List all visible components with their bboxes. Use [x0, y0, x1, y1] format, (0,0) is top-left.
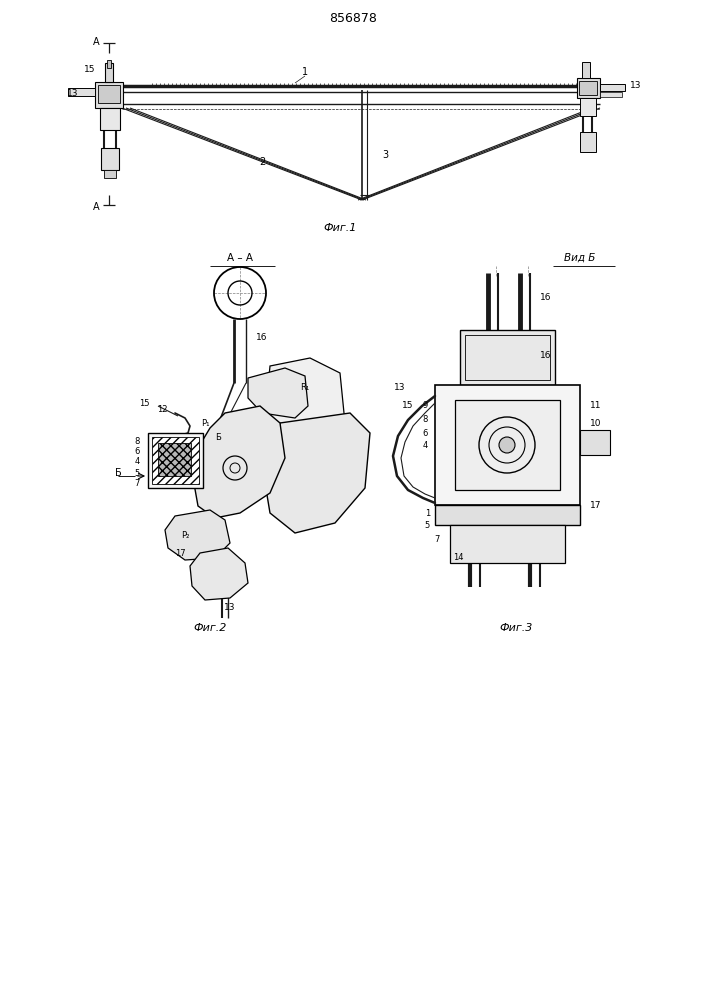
Bar: [577, 78, 600, 98]
Bar: [435, 385, 580, 505]
Bar: [465, 335, 550, 380]
Text: 17: 17: [590, 502, 602, 510]
Text: 6: 6: [423, 428, 428, 438]
Text: 4: 4: [135, 456, 140, 466]
Text: 13: 13: [66, 89, 78, 98]
Polygon shape: [248, 368, 308, 418]
Text: 16: 16: [540, 352, 551, 360]
Polygon shape: [190, 548, 248, 600]
Text: 5: 5: [135, 468, 140, 478]
Bar: [101, 148, 119, 170]
Text: 9: 9: [423, 401, 428, 410]
Text: 13: 13: [630, 82, 641, 91]
Text: 7: 7: [435, 536, 440, 544]
Bar: [104, 170, 116, 178]
Text: 15: 15: [139, 398, 150, 408]
Text: 1: 1: [425, 508, 430, 518]
Bar: [100, 108, 120, 130]
Bar: [435, 505, 580, 525]
Bar: [95, 82, 123, 108]
Text: P₂: P₂: [181, 532, 189, 540]
Bar: [580, 98, 596, 116]
Circle shape: [499, 437, 515, 453]
Text: 13: 13: [394, 383, 405, 392]
Text: P₁: P₁: [201, 418, 209, 428]
Text: 16: 16: [540, 294, 551, 302]
Text: Б: Б: [215, 434, 221, 442]
Text: 3: 3: [382, 150, 388, 160]
Polygon shape: [193, 406, 285, 518]
Bar: [98, 85, 120, 103]
Bar: [600, 92, 622, 97]
Text: Фиг.2: Фиг.2: [193, 623, 227, 633]
Bar: [455, 400, 560, 490]
Bar: [158, 443, 191, 476]
Text: 8: 8: [134, 436, 140, 446]
Text: 15: 15: [402, 401, 413, 410]
Text: 5: 5: [425, 522, 430, 530]
Bar: [105, 63, 113, 82]
Text: Вид Б: Вид Б: [564, 253, 596, 263]
Text: 17: 17: [175, 548, 185, 558]
Text: 15: 15: [83, 66, 95, 75]
Text: 12: 12: [158, 406, 168, 414]
Bar: [580, 132, 596, 152]
Text: 7: 7: [134, 480, 140, 488]
Text: A: A: [93, 37, 99, 47]
Bar: [579, 81, 597, 95]
Polygon shape: [265, 358, 345, 458]
Text: Б: Б: [115, 468, 122, 478]
Text: 2: 2: [259, 157, 265, 167]
Text: 11: 11: [590, 401, 602, 410]
Text: 14: 14: [452, 554, 463, 562]
Bar: [450, 525, 565, 563]
Text: 6: 6: [134, 446, 140, 456]
Text: Фиг.1: Фиг.1: [323, 223, 357, 233]
Text: 1: 1: [302, 67, 308, 77]
Bar: [580, 430, 610, 455]
Bar: [582, 62, 590, 78]
Bar: [68, 88, 95, 96]
Bar: [600, 84, 625, 91]
Text: Фиг.3: Фиг.3: [499, 623, 532, 633]
Text: А – А: А – А: [227, 253, 253, 263]
Bar: [460, 330, 555, 385]
Polygon shape: [165, 510, 230, 560]
Polygon shape: [265, 413, 370, 533]
Bar: [148, 433, 203, 488]
Text: 4: 4: [423, 442, 428, 450]
Bar: [152, 437, 199, 484]
Bar: [107, 60, 111, 68]
Text: A: A: [93, 202, 99, 212]
Text: 16: 16: [256, 334, 267, 342]
Text: 13: 13: [224, 603, 235, 612]
Text: R₁: R₁: [300, 383, 310, 392]
Text: 10: 10: [590, 418, 602, 428]
Text: 856878: 856878: [329, 11, 377, 24]
Text: 8: 8: [423, 416, 428, 424]
